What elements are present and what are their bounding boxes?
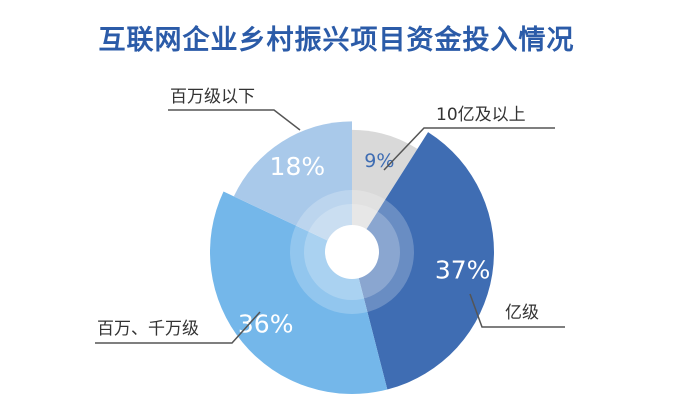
value-label-2: 37%	[435, 256, 491, 285]
category-label-3: 百万、千万级	[97, 319, 199, 339]
leader-line-2	[469, 293, 565, 328]
leader-line-3	[95, 311, 261, 344]
value-label-1: 9%	[364, 150, 394, 172]
category-label-4: 百万级以下	[170, 87, 255, 107]
slice-2	[352, 132, 494, 390]
leader-line-4	[168, 109, 301, 131]
donut-hole	[325, 225, 379, 279]
slice-3	[209, 191, 388, 395]
chart-title: 互联网企业乡村振兴项目资金投入情况	[98, 25, 575, 56]
category-label-1: 10亿及以上	[436, 105, 526, 125]
slice-4	[233, 121, 352, 252]
leader-line-1	[383, 127, 555, 171]
category-label-2: 亿级	[505, 303, 539, 323]
value-label-3: 36%	[238, 309, 294, 338]
slice-1	[352, 129, 418, 252]
value-label-4: 18%	[270, 152, 326, 181]
